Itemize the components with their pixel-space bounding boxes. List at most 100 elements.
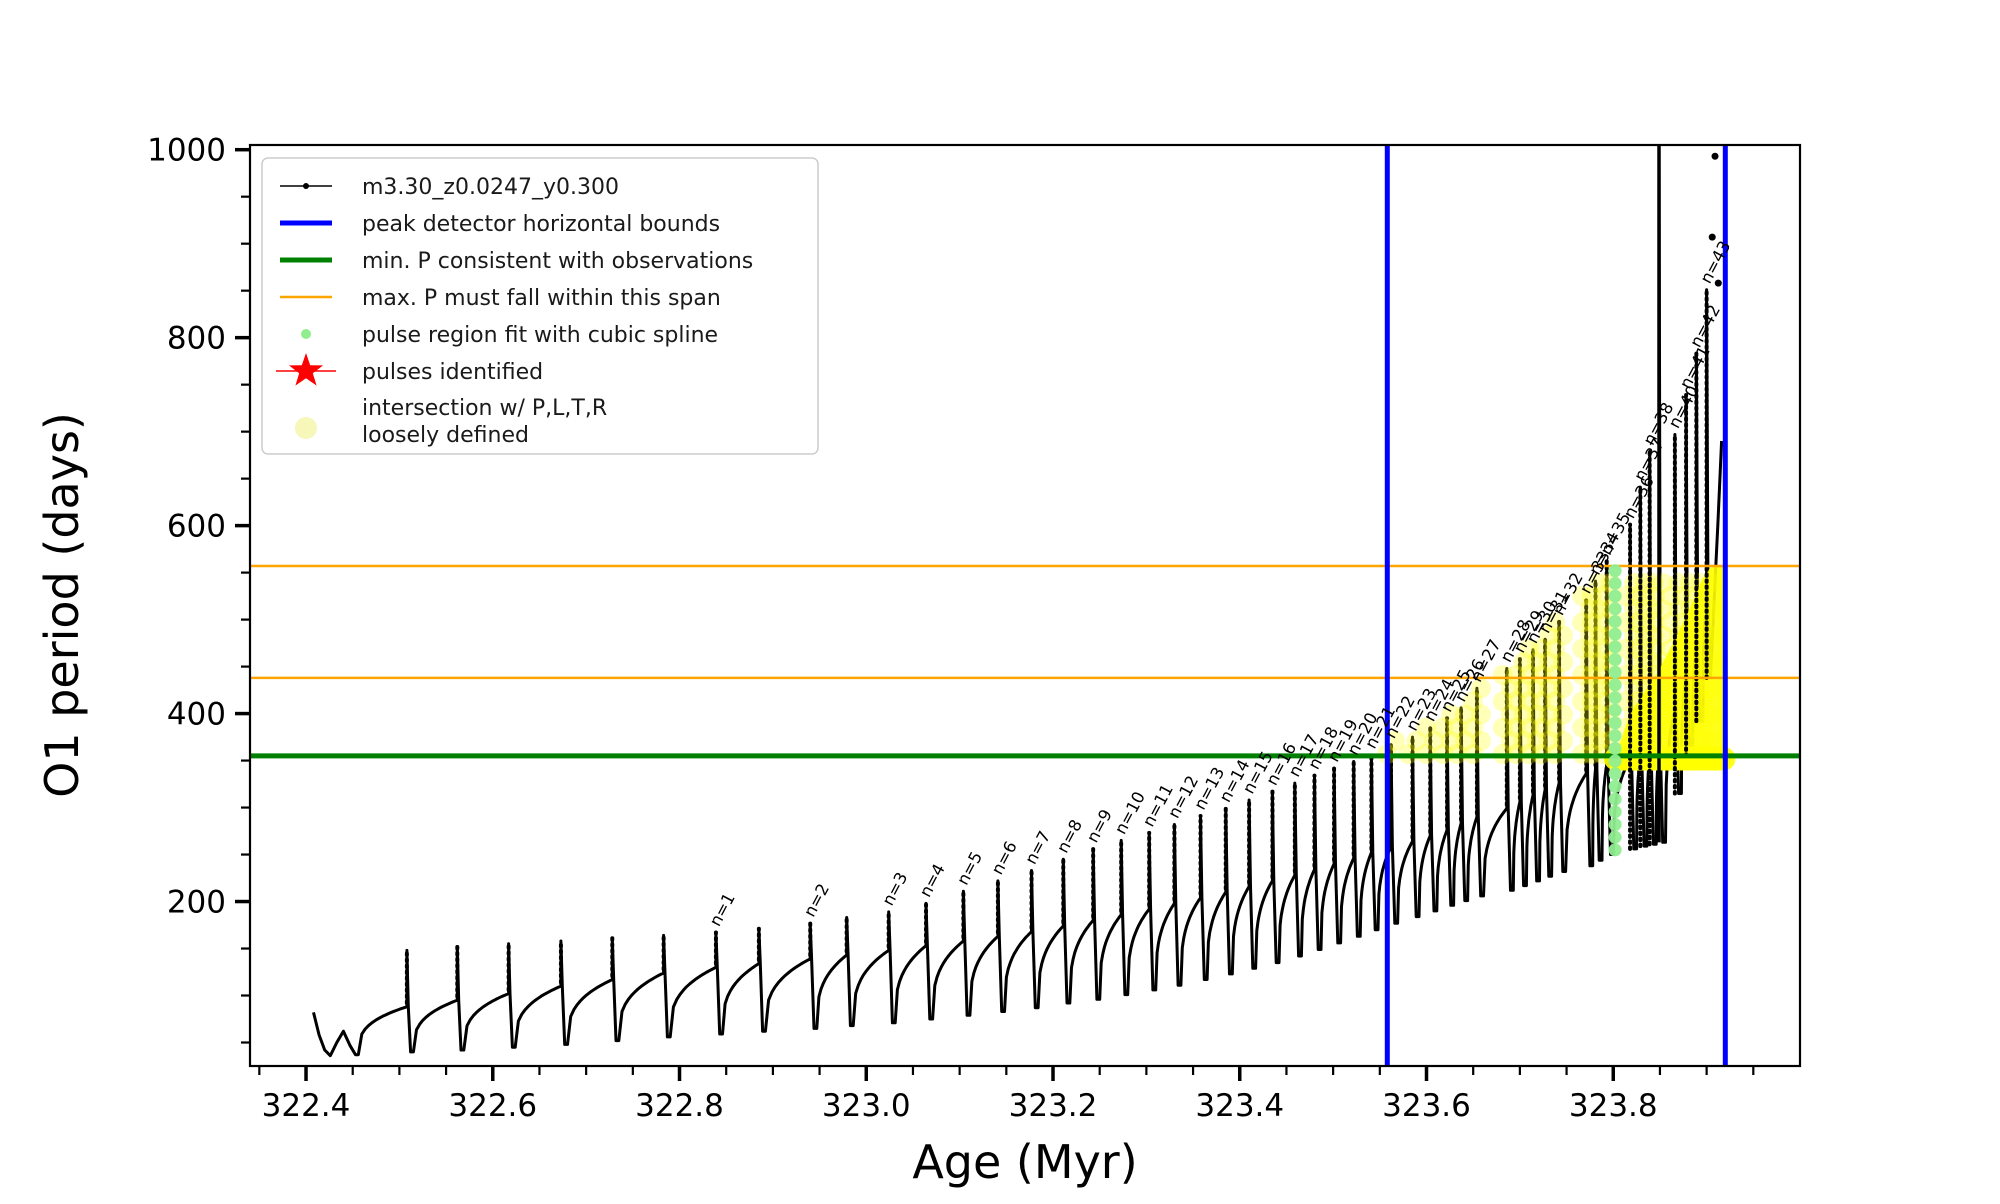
intersection-dot [1406,730,1427,751]
x-tick-label: 322.6 [448,1088,537,1124]
intersection-dot [1441,730,1462,751]
intersection-dot [1572,665,1593,686]
pulse-label: n=9 [1083,806,1116,846]
intersection-dot [1441,704,1462,725]
intersection-dot [1505,665,1526,686]
intersection-dot [1500,730,1521,751]
spline-fit-dot [1608,576,1622,590]
pulse-label: n=7 [1021,828,1054,868]
axis-ticks [235,147,1755,1081]
intersection-dot [1589,678,1610,699]
intersection-dot [1470,730,1491,751]
y-tick-label: 400 [167,697,226,733]
intersection-dot [1592,586,1613,607]
spline-fit-dot [1608,792,1622,806]
intersection-dot [1572,612,1593,633]
intersection-dot [1589,704,1610,725]
spline-fit-dot [1608,564,1622,578]
intersection-dot [1518,717,1539,738]
intersection-dot [1470,678,1491,699]
legend-item: intersection w/ P,L,T,R loosely defined [295,396,607,448]
axes-frame [248,143,1802,1068]
pulse-label: n=43 [1696,238,1734,287]
cubic-spline-dots [1608,564,1622,857]
intersection-dot [1531,665,1552,686]
spline-fit-dot [1608,843,1622,857]
horizontal-reference-lines [250,564,1800,759]
intersection-dot [1424,730,1445,751]
spline-fit-dot [1608,614,1622,628]
legend-item-label: intersection w/ P,L,T,R loosely defined [362,396,607,448]
track-endpoint-dot [1708,233,1716,241]
x-tick-label: 322.8 [635,1088,724,1124]
axis-tick-labels: 322.4 322.6 322.8 323.0 323.2 323.4 323.6 323.8… [147,133,1658,1124]
intersection-dot [1545,665,1566,686]
spline-fit-dot [1608,602,1622,616]
intersection-dot [1526,730,1547,751]
legend-dot-sample [303,183,309,189]
intersection-dot [1580,678,1601,699]
intersection-dot [1572,638,1593,659]
spline-fit-dot [1608,779,1622,793]
spline-fit-dot [1608,830,1622,844]
intersection-dot [1539,704,1560,725]
intersection-dot [1526,651,1547,672]
intersection-dot [1513,651,1534,672]
legend-item-label: peak detector horizontal bounds [362,212,720,237]
spline-fit-dot [1608,767,1622,781]
spline-fit-dot [1608,589,1622,603]
intersection-dot [1513,678,1534,699]
spline-fit-dot [1608,627,1622,641]
intersection-dot [1505,691,1526,712]
spline-fit-dot [1608,640,1622,654]
intersection-dot [1531,691,1552,712]
intersection-dot [1592,665,1613,686]
track-path [312,145,1724,1058]
legend-item: peak detector horizontal bounds [280,212,720,237]
intersection-dot [1462,691,1483,712]
intersection-dot [1581,691,1602,712]
intersection-dot [1592,638,1613,659]
intersection-dot [1492,691,1513,712]
legend-item: max. P must fall within this span [280,286,721,311]
legend-item: pulse region fit with cubic spline [301,323,718,348]
intersection-dot [1581,638,1602,659]
spline-fit-dot [1608,817,1622,831]
legend-item-label: min. P consistent with observations [362,249,753,274]
late-pulse-spikes [1628,145,1709,851]
intersection-dot [1580,704,1601,725]
intersection-dot [1545,612,1566,633]
legend-box [261,157,819,455]
spline-fit-dot [1608,729,1622,743]
legend-item-label: pulse region fit with cubic spline [362,323,718,348]
intersection-dot [1581,665,1602,686]
intersection-dot [1553,678,1574,699]
spline-fit-dot [1608,665,1622,679]
intersection-dot [1589,730,1610,751]
spline-fit-dot [1608,805,1622,819]
legend-item-label: m3.30_z0.0247_y0.300 [362,175,619,200]
intersection-dot [1581,612,1602,633]
intersection-dot [1589,625,1610,646]
y-axis-title: O1 period (days) [35,412,89,798]
x-tick-label: 323.0 [822,1088,911,1124]
intersection-dot [1455,704,1476,725]
intersection-dot [1518,665,1539,686]
pulse-label: n=4 [916,861,949,901]
intersection-dot [1513,730,1534,751]
intersection-dot [1539,651,1560,672]
spline-fit-dot [1608,691,1622,705]
intersection-dot [1572,717,1593,738]
intersection-dot [1470,704,1491,725]
legend-star-icon [288,353,324,386]
intersection-dot [1545,638,1566,659]
intersection-dot [1416,717,1437,738]
legend-item-label: max. P must fall within this span [362,286,721,311]
legend-item: min. P consistent with observations [280,249,753,274]
intersection-dot [1531,717,1552,738]
intersection-dot [1589,572,1610,593]
x-tick-label: 323.4 [1195,1088,1284,1124]
intersection-dot [1385,730,1406,751]
legend-dot-sample [301,329,311,339]
x-tick-label: 322.4 [262,1088,351,1124]
